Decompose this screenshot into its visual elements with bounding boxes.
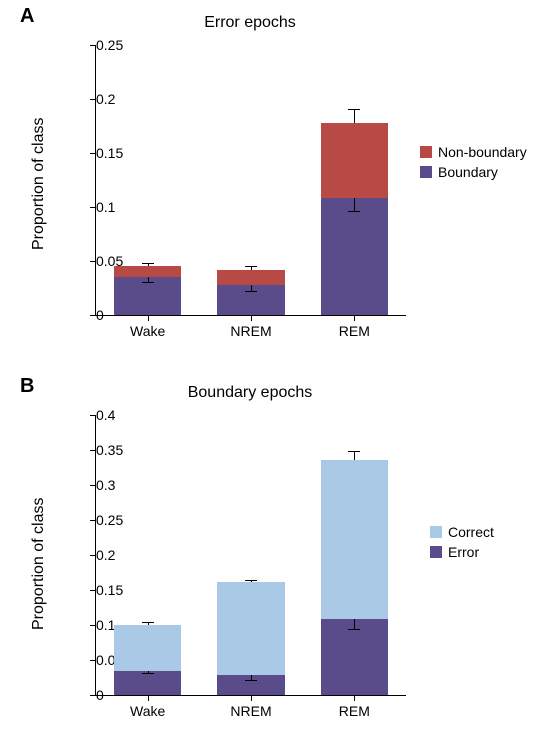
panel-b-errorbar-top-cap (348, 451, 360, 452)
panel-b-ytick-label: 0.15 (96, 582, 104, 598)
panel-b-legend-label: Correct (448, 524, 494, 540)
panel-b-xtick-label: Wake (130, 695, 165, 719)
panel-b-ytick-label: 0.2 (96, 547, 104, 563)
panel-b-legend: Correct Error (430, 520, 494, 564)
panel-a-errorbar-inner (251, 285, 252, 291)
panel-a-bar-seg-boundary (114, 277, 181, 315)
panel-a-legend-label: Boundary (438, 164, 498, 180)
panel-b-ytick-label: 0.3 (96, 477, 104, 493)
panel-b-errorbar-inner-cap (348, 629, 360, 630)
panel-b-legend-item: Error (430, 544, 494, 560)
panel-b-legend-item: Correct (430, 524, 494, 540)
panel-b: B Boundary epochs Proportion of class 0 0… (0, 370, 548, 750)
panel-b-label: B (20, 375, 34, 398)
panel-a-xtick-label: Wake (130, 315, 165, 339)
panel-b-legend-label: Error (448, 544, 479, 560)
panel-a-bar (321, 45, 388, 315)
panel-a-legend-swatch (420, 166, 432, 178)
panel-a-ytick-label: 0.1 (96, 199, 104, 215)
panel-a-bar (114, 45, 181, 315)
panel-a-errorbar-inner-cap (245, 291, 257, 292)
panel-a-legend: Non-boundary Boundary (420, 140, 527, 184)
panel-b-ytick-label: 0.4 (96, 407, 104, 423)
panel-a-ytick-label: 0.05 (96, 253, 104, 269)
panel-a-ytick-label: 0.25 (96, 37, 104, 53)
panel-a-legend-swatch (420, 146, 432, 158)
panel-a-errorbar-inner-cap (142, 282, 154, 283)
panel-b-legend-swatch (430, 546, 442, 558)
panel-a-bar-seg-non-boundary (321, 123, 388, 199)
panel-a-errorbar-inner (354, 198, 355, 211)
panel-b-xtick-label: NREM (230, 695, 271, 719)
panel-b-xtick-label: REM (339, 695, 370, 719)
panel-a-legend-label: Non-boundary (438, 144, 527, 160)
panel-b-errorbar-inner (354, 619, 355, 629)
panel-b-bar-seg-error (321, 619, 388, 695)
panel-a-legend-item: Boundary (420, 164, 527, 180)
panel-a-ytick-label: 0.15 (96, 145, 104, 161)
panel-b-bar-seg-correct (321, 460, 388, 620)
panel-a-bar-seg-non-boundary (114, 266, 181, 277)
panel-a-bar-seg-boundary (321, 198, 388, 315)
panel-a-legend-item: Non-boundary (420, 144, 527, 160)
panel-b-bar-seg-correct (217, 582, 284, 675)
panel-a-ytick-label: 0 (96, 307, 104, 323)
panel-a-errorbar-top-cap (245, 266, 257, 267)
panel-a-ylabel: Proportion of class (30, 117, 48, 250)
panel-b-ytick-label: 0.05 (96, 652, 104, 668)
panel-a-errorbar-top-cap (142, 263, 154, 264)
panel-b-bar (114, 415, 181, 695)
panel-a-errorbar-inner-cap (348, 211, 360, 212)
panel-a: A Error epochs Proportion of class 0 0.05… (0, 0, 548, 360)
panel-b-legend-swatch (430, 526, 442, 538)
figure: A Error epochs Proportion of class 0 0.05… (0, 0, 548, 750)
panel-b-ylabel: Proportion of class (30, 497, 48, 630)
panel-b-errorbar-top (354, 451, 355, 459)
panel-a-ytick-label: 0.2 (96, 91, 104, 107)
panel-a-label: A (20, 5, 34, 28)
panel-b-ytick-label: 0.25 (96, 512, 104, 528)
panel-a-errorbar-top (354, 109, 355, 123)
panel-b-plot: 00.050.10.150.20.250.30.350.4WakeNREMREM (95, 415, 406, 696)
panel-b-title: Boundary epochs (95, 384, 405, 402)
panel-b-errorbar-inner-cap (142, 673, 154, 674)
panel-a-xtick-label: NREM (230, 315, 271, 339)
panel-a-xtick-label: REM (339, 315, 370, 339)
panel-b-ytick-label: 0.1 (96, 617, 104, 633)
panel-a-bar-seg-non-boundary (217, 270, 284, 285)
panel-b-errorbar-inner-cap (245, 680, 257, 681)
panel-a-bar (217, 45, 284, 315)
panel-b-errorbar-top-cap (245, 580, 257, 581)
panel-b-bar-seg-correct (114, 625, 181, 671)
panel-a-plot: 00.050.10.150.20.25WakeNREMREM (95, 45, 406, 316)
panel-a-title: Error epochs (95, 14, 405, 32)
panel-b-ytick-label: 0 (96, 687, 104, 703)
panel-b-bar (217, 415, 284, 695)
panel-b-ytick-label: 0.35 (96, 442, 104, 458)
panel-a-errorbar-top-cap (348, 109, 360, 110)
panel-b-errorbar-top-cap (142, 622, 154, 623)
